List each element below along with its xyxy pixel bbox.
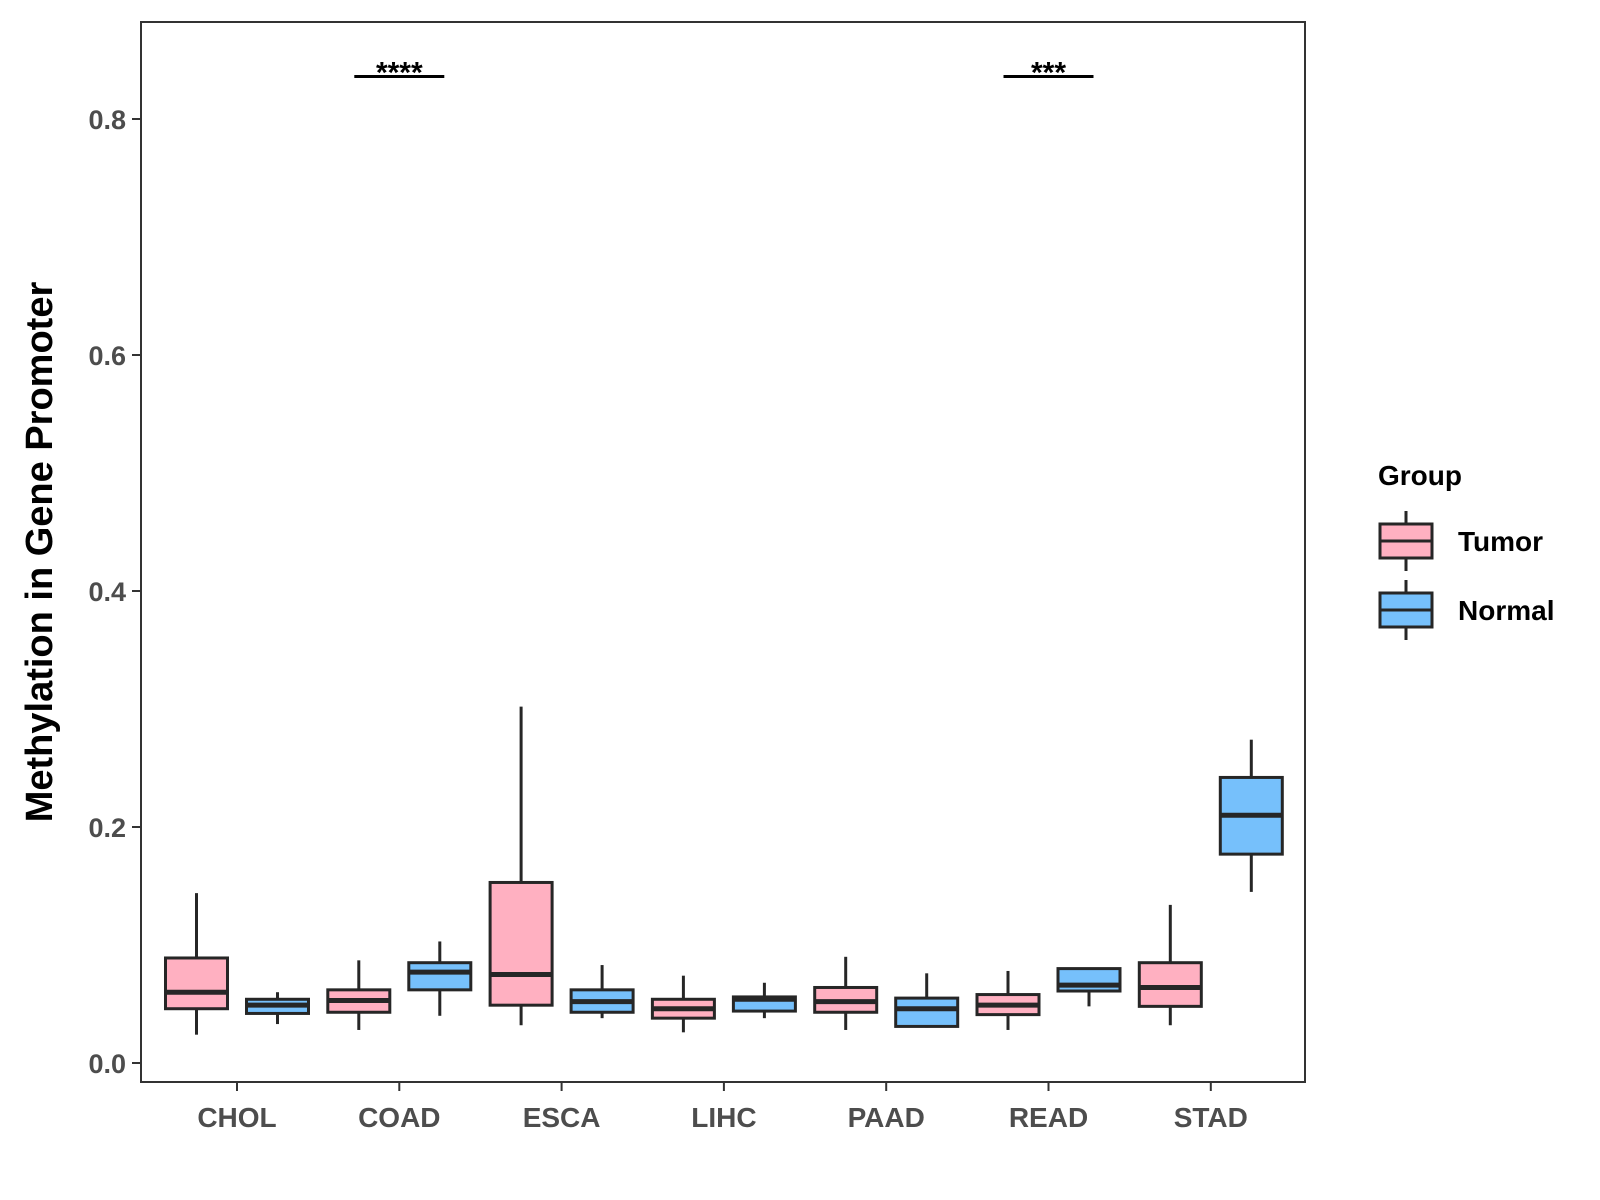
- box-tumor-paad: [813, 956, 879, 1030]
- x-axis: CHOL COAD ESCA LIHC PAAD READ STAD: [197, 1082, 1248, 1133]
- box-normal-coad: [407, 941, 473, 1016]
- x-tick-label-read: READ: [1009, 1102, 1088, 1133]
- legend-label: Tumor: [1458, 526, 1543, 557]
- box-body: [407, 961, 473, 992]
- y-tick-label: 0.2: [88, 813, 126, 843]
- y-axis: 0.0 0.2 0.4 0.6 0.8: [88, 105, 141, 1079]
- y-tick-label: 0.6: [88, 341, 126, 371]
- x-tick-label-esca: ESCA: [523, 1102, 601, 1133]
- box-tumor-read: [975, 970, 1041, 1030]
- x-tick-label-chol: CHOL: [197, 1102, 276, 1133]
- box-body: [164, 956, 229, 1011]
- plot-panel: [140, 21, 1306, 1083]
- legend-label: Normal: [1458, 595, 1554, 626]
- box-normal-lihc: [731, 982, 797, 1019]
- box-normal-paad: [894, 973, 960, 1028]
- legend: Group Tumor Normal: [1378, 460, 1554, 640]
- box-body: [1137, 961, 1203, 1008]
- box-normal-read: [1056, 967, 1122, 1007]
- box-body: [894, 996, 960, 1028]
- legend-item-normal: Normal: [1378, 580, 1554, 640]
- box-normal-esca: [569, 965, 635, 1019]
- significance-label: ***: [1031, 57, 1066, 90]
- box-body: [1056, 967, 1122, 993]
- x-tick-label-paad: PAAD: [848, 1102, 925, 1133]
- x-tick-label-stad: STAD: [1174, 1102, 1248, 1133]
- box-normal-stad: [1218, 739, 1284, 892]
- significance-label: ****: [376, 57, 423, 90]
- x-tick-label-coad: COAD: [358, 1102, 440, 1133]
- legend-title: Group: [1378, 460, 1462, 491]
- box-tumor-esca: [488, 706, 554, 1026]
- box-tumor-lihc: [650, 975, 716, 1033]
- y-axis-title: Methylation in Gene Promoter: [19, 282, 61, 823]
- box-body: [488, 880, 554, 1007]
- box-normal-chol: [245, 992, 310, 1025]
- x-tick-label-lihc: LIHC: [691, 1102, 756, 1133]
- y-tick-label: 0.8: [88, 105, 126, 135]
- y-tick-label: 0.4: [88, 577, 126, 607]
- plot-area: [140, 21, 1306, 1083]
- y-tick-label: 0.0: [88, 1049, 126, 1079]
- legend-item-tumor: Tumor: [1378, 511, 1543, 571]
- box-tumor-chol: [164, 893, 229, 1035]
- box-tumor-stad: [1137, 904, 1203, 1026]
- box-tumor-coad: [326, 960, 392, 1030]
- significance-annotations: **** ***: [354, 57, 1094, 90]
